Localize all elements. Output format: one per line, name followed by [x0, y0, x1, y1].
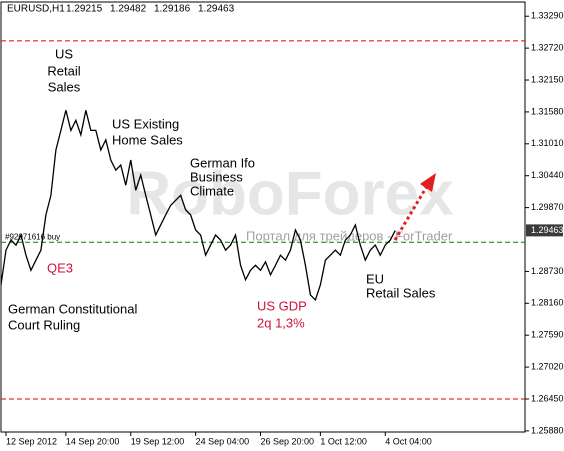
y-tick-label: 1.26450	[531, 393, 564, 403]
current-price-label: 1.29463	[531, 225, 564, 235]
annotation: QE3	[47, 260, 73, 275]
y-tick-label: 1.27020	[531, 361, 564, 371]
annotation: German Ifo	[190, 155, 255, 170]
annotation: Climate	[190, 183, 234, 198]
plot-frame	[0, 1, 526, 433]
y-tick-label: 1.32720	[531, 42, 564, 52]
y-tick-label: 1.29870	[531, 202, 564, 212]
x-tick-label: 12 Sep 2012	[6, 436, 57, 446]
price-line	[0, 110, 396, 302]
annotation: German Constitutional	[8, 301, 137, 316]
annotation: US Existing	[112, 116, 179, 131]
annotation: EU	[366, 271, 384, 286]
y-tick-label: 1.27590	[531, 330, 564, 340]
y-tick-label: 1.31010	[531, 138, 564, 148]
ohlc-value: 1.29186	[154, 4, 191, 15]
forecast-arrow	[393, 185, 429, 241]
forecast-arrowhead	[420, 173, 436, 192]
y-tick-label: 1.28160	[531, 298, 564, 308]
annotation: Business	[190, 169, 243, 184]
annotation: Retail	[47, 63, 80, 78]
x-tick-label: 14 Sep 20:00	[66, 436, 120, 446]
y-tick-label: 1.32150	[531, 74, 564, 84]
annotation: Sales	[48, 79, 81, 94]
ohlc-value: 1.29215	[66, 4, 103, 15]
annotation: Home Sales	[112, 132, 183, 147]
y-tick-label: 1.33290	[531, 11, 564, 21]
ohlc-value: 1.29463	[198, 4, 235, 15]
x-tick-label: 4 Oct 04:00	[385, 436, 432, 446]
x-tick-label: 19 Sep 12:00	[131, 436, 185, 446]
x-tick-label: 24 Sep 04:00	[196, 436, 250, 446]
chart-title: EURUSD,H1	[7, 4, 65, 15]
ohlc-value: 1.29482	[110, 4, 147, 15]
y-tick-label: 1.25880	[531, 425, 564, 435]
y-tick-label: 1.28730	[531, 266, 564, 276]
y-tick-label: 1.31580	[531, 106, 564, 116]
current-price-box	[526, 224, 563, 237]
annotation: Court Ruling	[8, 317, 80, 332]
annotation: Retail Sales	[366, 285, 436, 300]
watermark: RoboForex	[126, 159, 454, 228]
annotation: US GDP	[257, 298, 307, 313]
y-tick-label: 1.30440	[531, 170, 564, 180]
x-tick-label: 26 Sep 20:00	[261, 436, 315, 446]
level-label: #92071616 buy	[5, 232, 60, 241]
annotation: US	[55, 46, 73, 61]
x-tick-label: 1 Oct 12:00	[320, 436, 367, 446]
annotation: 2q 1,3%	[257, 315, 305, 330]
